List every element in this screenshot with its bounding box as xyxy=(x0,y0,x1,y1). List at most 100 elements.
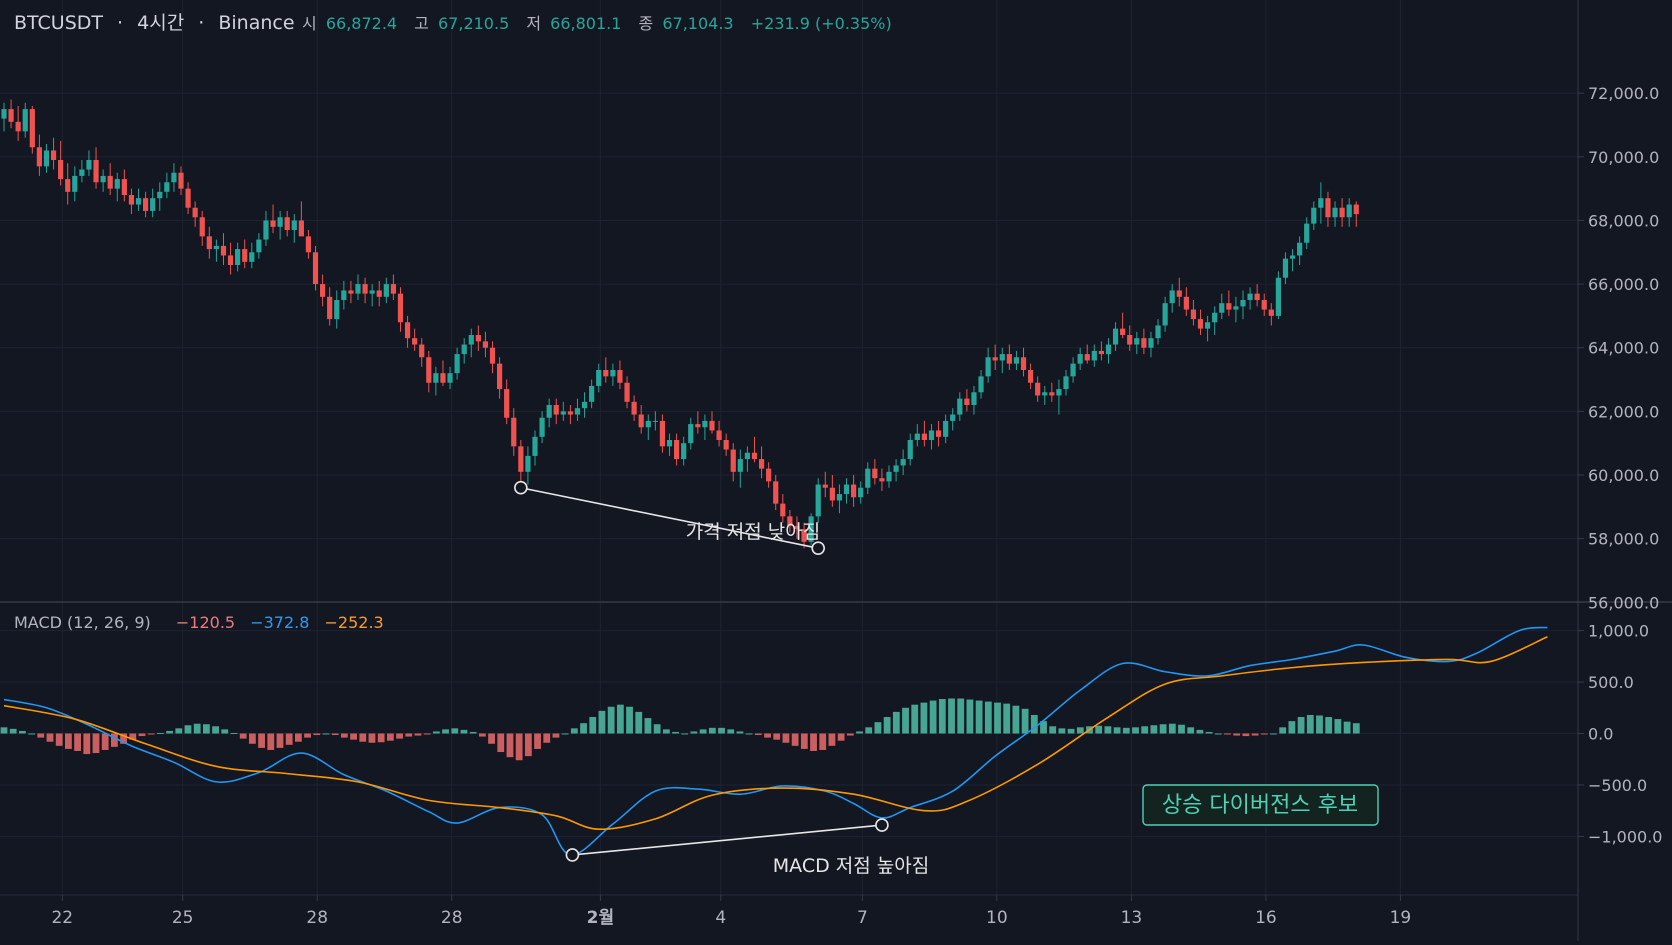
candle-body xyxy=(1311,207,1317,224)
candle-body xyxy=(242,249,248,262)
time-tick-label: 28 xyxy=(306,908,328,928)
histogram-bar xyxy=(74,733,81,751)
histogram-bar xyxy=(874,722,882,734)
candle-body xyxy=(872,468,878,479)
candle-body xyxy=(645,420,651,428)
candle-body xyxy=(1077,354,1083,364)
histogram-bar xyxy=(432,731,440,734)
candle-body xyxy=(666,440,673,447)
macd-divergence-line xyxy=(572,824,882,856)
candle-body xyxy=(1183,296,1189,310)
candle-body xyxy=(518,446,524,472)
candle-body xyxy=(581,401,588,409)
candle-body xyxy=(1020,357,1027,370)
candle-body xyxy=(256,239,262,253)
macd-divergence-label: MACD 저점 높아짐 xyxy=(773,855,929,877)
histogram-bar xyxy=(764,733,771,738)
histogram-bar xyxy=(1058,728,1066,734)
candle-body xyxy=(935,430,942,437)
candle-body xyxy=(1063,376,1069,390)
candle-body xyxy=(851,484,857,498)
candle-body xyxy=(702,420,708,428)
candle-body xyxy=(489,347,496,364)
candle-body xyxy=(1,109,7,119)
candle-body xyxy=(412,338,418,345)
histogram-bar xyxy=(156,732,164,734)
candle-body xyxy=(1127,335,1133,345)
histogram-bar xyxy=(1113,727,1121,734)
candle-body xyxy=(107,175,113,189)
close-label: 종 xyxy=(639,14,654,33)
candle-body xyxy=(277,217,283,227)
price-divergence-line xyxy=(520,486,819,549)
candle-body xyxy=(1226,303,1232,310)
candle-body xyxy=(1006,354,1012,364)
histogram-bar xyxy=(819,733,827,750)
histogram-bar xyxy=(1260,733,1268,735)
candle-body xyxy=(249,252,255,262)
histogram-bar xyxy=(892,711,900,734)
histogram-bar xyxy=(1178,724,1185,734)
histogram-bar xyxy=(92,733,100,754)
candle-body xyxy=(128,195,135,205)
candle-body xyxy=(943,420,949,437)
candle-body xyxy=(921,433,927,440)
candle-body xyxy=(1049,392,1055,396)
histogram-bar xyxy=(773,733,781,740)
time-tick-label: 28 xyxy=(441,908,463,928)
macd-axis: 1,000.0 500.0 0.0 −500.0 −1,000.0 xyxy=(1578,622,1662,846)
time-tick-label: 19 xyxy=(1390,908,1412,928)
histogram-bar xyxy=(147,733,155,735)
macd-label: MACD (12, 26, 9) xyxy=(14,613,151,632)
histogram-bar xyxy=(607,706,615,734)
macd-legend[interactable]: MACD (12, 26, 9) −120.5 −372.8 −252.3 xyxy=(14,613,384,632)
candle-body xyxy=(574,408,581,415)
candle-body xyxy=(829,487,835,501)
macd-divergence-point-1 xyxy=(565,848,580,862)
histogram-bar xyxy=(800,733,808,749)
candle-body xyxy=(164,182,170,192)
candle-body xyxy=(419,344,425,358)
candle-body xyxy=(29,109,35,148)
histogram-bar xyxy=(920,702,928,734)
histogram-bar xyxy=(1316,715,1323,734)
histogram-bar xyxy=(1205,731,1213,734)
close-value: 67,104.3 xyxy=(662,14,733,33)
histogram-bar xyxy=(1242,733,1250,737)
candle-body xyxy=(447,373,453,383)
histogram-bar xyxy=(313,733,321,736)
candle-body xyxy=(341,290,347,300)
time-tick-label: 2월 xyxy=(587,908,614,928)
candle-body xyxy=(1162,303,1168,326)
candle-body xyxy=(1112,328,1119,345)
histogram-bar xyxy=(616,704,624,734)
candle-body xyxy=(1070,363,1076,377)
candle-body xyxy=(497,363,503,390)
histogram-bar xyxy=(1270,733,1277,735)
histogram-bar xyxy=(966,699,974,734)
candle-body xyxy=(58,160,64,180)
macd-tick-label: 500.0 xyxy=(1588,673,1634,692)
histogram-bar xyxy=(83,733,91,755)
candle-body xyxy=(985,357,991,377)
histogram-bar xyxy=(552,733,560,738)
candle-body xyxy=(1212,312,1218,323)
candle-body xyxy=(475,335,481,342)
histogram-bar xyxy=(442,729,449,734)
high-label: 고 xyxy=(414,14,429,33)
candle-body xyxy=(794,525,800,530)
candle-body xyxy=(86,160,92,170)
macd-line xyxy=(3,626,1548,856)
candle-body xyxy=(171,172,177,183)
candle-body xyxy=(185,188,191,208)
candle-body xyxy=(135,198,142,205)
histogram-bar xyxy=(598,710,606,734)
candle-body xyxy=(780,503,786,517)
candle-body xyxy=(900,459,906,466)
candle-body xyxy=(1297,242,1303,256)
symbol-legend[interactable]: BTCUSDT · 4시간 · Binance xyxy=(14,12,295,34)
candle-body xyxy=(192,207,198,218)
histogram-bar xyxy=(1159,724,1167,734)
